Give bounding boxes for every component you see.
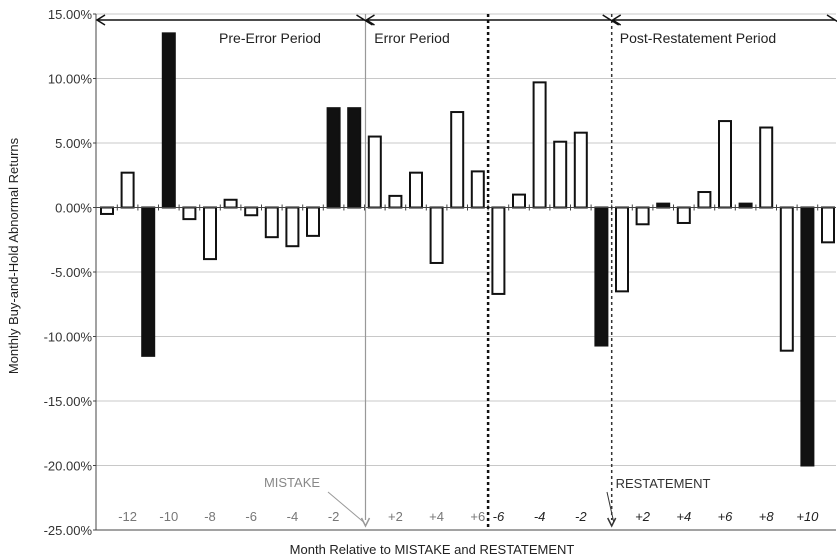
y-tick-label: -15.00% [44,394,93,409]
x-tick-label: +10 [796,509,819,524]
bar [223,198,238,209]
x-tick-label: -6 [493,509,505,524]
error-period-arrow-left-head [365,14,375,26]
mistake-pointer [327,491,364,523]
bar [409,171,423,209]
bar [264,206,279,239]
period-label-error: Error Period [374,30,449,46]
bar [573,131,588,209]
mistake-arrowhead [360,517,371,528]
x-tick-label: -2 [575,509,587,524]
axes-group [93,13,836,531]
bar [450,111,465,209]
x-tick-label: +2 [635,509,651,524]
bar [512,193,526,209]
bar [553,140,568,209]
period-label-pre-error: Pre-Error Period [219,30,321,46]
y-tick-label: 15.00% [48,7,93,22]
period-label-post-restatement: Post-Restatement Period [620,30,776,46]
x-tick-label: +4 [676,509,691,524]
bar [615,206,629,293]
period-annotations [95,14,837,530]
x-tick-label: -8 [204,509,216,524]
x-tick-label: -2 [328,509,340,524]
post-restatement-period-arrow-right-head [826,14,837,23]
x-tick-label: -4 [534,509,546,524]
bar [203,206,217,261]
bar [470,170,485,209]
y-tick-labels: 15.00% 10.00% 5.00% 0.00% -5.00% -10.00% -15.0… [44,7,93,538]
bar [347,107,362,209]
bar [285,206,300,248]
x-tick-label: +8 [759,509,775,524]
restatement-arrowhead [607,517,617,528]
x-axis-title: Month Relative to MISTAKE and RESTATEMEN… [290,542,575,557]
x-tick-label: +2 [388,509,403,524]
post-restatement-period-arrow-left-head [611,14,622,26]
bar [718,120,732,209]
pre-error-period-arrow-left-head [95,14,106,26]
bar [182,206,197,221]
bar [821,206,835,244]
x-tick-label: -4 [287,509,299,524]
bar [779,206,794,352]
bar [738,202,753,209]
y-tick-label: -20.00% [44,459,93,474]
y-tick-label: -25.00% [44,523,93,538]
x-tick-labels: -12-10-8-6-4-2+2+4+6-6-4-2+2+4+6+8+10+12 [118,509,819,524]
bar [326,107,341,209]
bar [635,206,650,226]
bar [697,191,712,209]
y-tick-label: 10.00% [48,72,93,87]
bar [491,206,506,295]
x-tick-label: +6 [470,509,485,524]
x-tick-label: -12 [118,509,137,524]
y-tick-label: -5.00% [51,265,93,280]
error-period-arrow-right-head [602,14,620,26]
bar [759,126,774,209]
bar [532,81,547,209]
bar [594,206,609,347]
x-tick-label: +6 [718,509,734,524]
restatement-pointer [606,491,615,523]
x-tick-label: -10 [159,509,178,524]
bar [429,206,444,264]
bar [676,206,691,224]
bar [161,32,176,209]
restatement-event-label: RESTATEMENT [616,476,711,491]
bar [388,194,403,209]
bar [306,206,320,237]
bar [367,135,382,209]
bar [800,206,815,467]
x-tick-label: +4 [429,509,444,524]
bar [100,206,114,215]
mistake-event-label: MISTAKE [264,475,320,490]
pre-error-period-arrow-right-head [356,14,373,26]
bar [141,206,156,357]
y-tick-label: 5.00% [55,136,92,151]
y-axis-title: Monthly Buy-and-Hold Abnormal Returns [6,137,21,374]
y-tick-label: 0.00% [55,201,92,216]
bar [656,202,671,209]
bar [244,206,259,217]
x-tick-label: -6 [245,509,257,524]
y-tick-label: -10.00% [44,330,93,345]
bar [120,171,135,209]
